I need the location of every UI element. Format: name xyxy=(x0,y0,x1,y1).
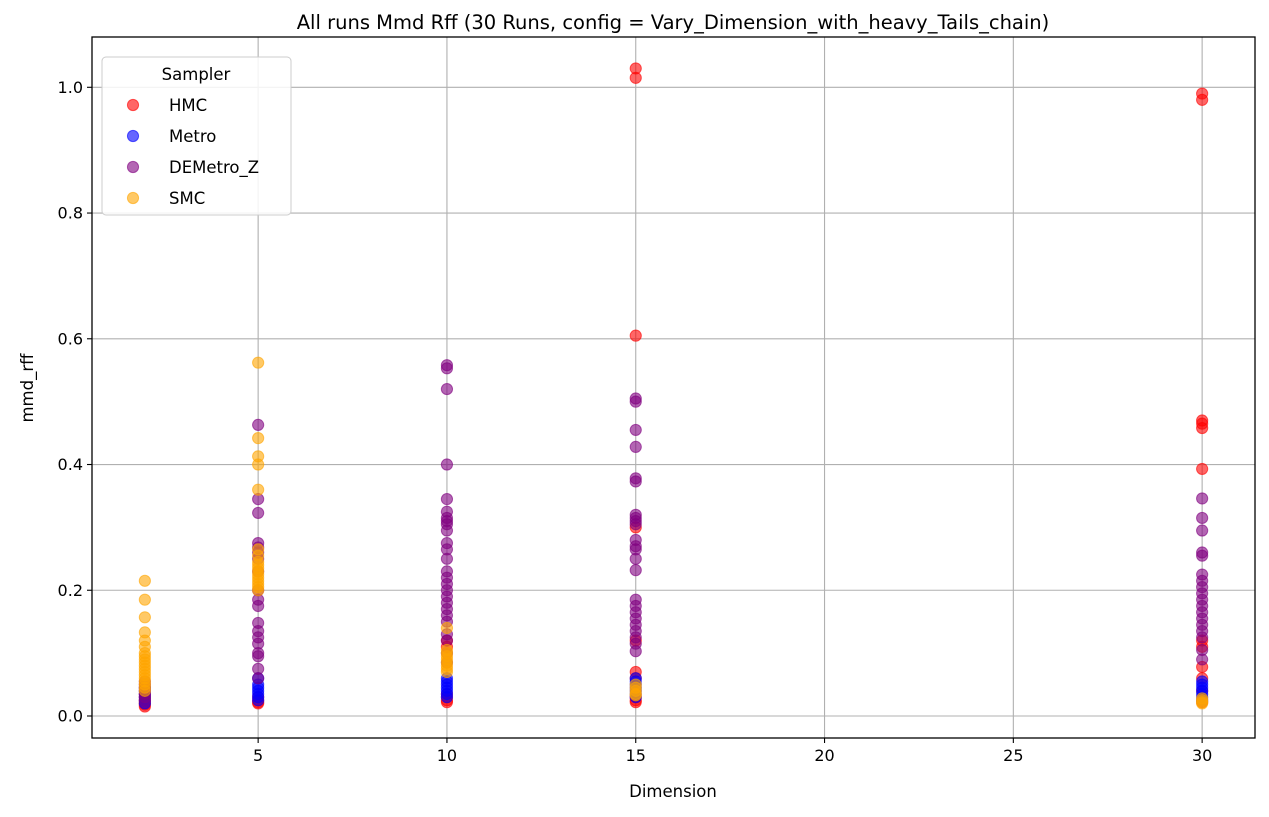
point-hmc xyxy=(1196,421,1209,435)
point-smc xyxy=(629,689,642,702)
axis-ticks: 5 10 15 20 25 30 0.0 0.2 0.4 0.6 0.8 1.0 xyxy=(58,78,1213,765)
legend-label: DEMetro_Z xyxy=(169,158,259,178)
point-smc xyxy=(252,432,265,445)
point-hmc xyxy=(1196,93,1209,106)
point-demetro-z xyxy=(1196,492,1209,505)
point-smc xyxy=(440,621,454,635)
legend-box xyxy=(101,56,292,216)
legend-marker xyxy=(126,98,140,112)
legend-marker xyxy=(126,191,140,205)
x-tick-label: 20 xyxy=(814,746,834,765)
y-axis-label: mmd_rff xyxy=(18,353,38,423)
y-tick-label: 0.0 xyxy=(58,706,83,725)
point-demetro-z xyxy=(252,672,265,685)
point-smc xyxy=(252,458,265,471)
legend-title: Sampler xyxy=(162,65,231,84)
point-demetro-z xyxy=(1196,653,1209,666)
point-demetro-z xyxy=(252,418,265,432)
y-tick-label: 1.0 xyxy=(58,78,83,97)
legend: Sampler HMC Metro DEMetro_Z SMC xyxy=(101,56,292,216)
point-demetro-z xyxy=(252,599,265,613)
x-tick-label: 5 xyxy=(253,746,263,765)
point-smc xyxy=(252,483,265,496)
point-demetro-z xyxy=(1196,511,1209,525)
x-tick-label: 15 xyxy=(626,746,646,765)
y-tick-label: 0.8 xyxy=(58,204,83,223)
point-demetro-z xyxy=(629,518,642,531)
legend-label: HMC xyxy=(169,96,207,115)
point-demetro-z xyxy=(252,650,265,663)
point-demetro-z xyxy=(440,382,454,396)
legend-label: SMC xyxy=(169,189,205,208)
x-axis-label: Dimension xyxy=(629,782,717,801)
y-tick-label: 0.4 xyxy=(58,455,83,474)
legend-marker xyxy=(126,129,140,143)
point-demetro-z xyxy=(440,552,454,565)
point-demetro-z xyxy=(629,645,642,658)
plot-frame xyxy=(91,36,1256,739)
point-smc xyxy=(252,356,265,369)
point-demetro-z xyxy=(629,440,642,454)
point-demetro-z xyxy=(1196,631,1209,644)
y-tick-label: 0.6 xyxy=(58,329,83,348)
data-points xyxy=(138,62,1209,713)
point-demetro-z xyxy=(629,423,642,437)
point-demetro-z xyxy=(629,395,642,408)
point-metro xyxy=(1196,675,1209,688)
point-hmc xyxy=(629,71,642,84)
x-tick-label: 10 xyxy=(437,746,457,765)
point-hmc xyxy=(1196,462,1209,476)
point-smc xyxy=(138,611,151,624)
point-demetro-z xyxy=(440,458,454,471)
y-tick-label: 0.2 xyxy=(58,581,83,600)
point-smc xyxy=(138,574,151,587)
point-demetro-z xyxy=(440,524,454,537)
point-demetro-z xyxy=(440,362,454,375)
legend-label: Metro xyxy=(169,127,216,146)
point-demetro-z xyxy=(440,492,454,506)
series-smc xyxy=(138,356,1209,710)
point-smc xyxy=(138,684,151,697)
point-demetro-z xyxy=(252,506,265,520)
point-demetro-z xyxy=(1196,524,1209,537)
point-demetro-z xyxy=(629,475,642,488)
chart-title: All runs Mmd Rff (30 Runs, config = Vary… xyxy=(297,11,1050,34)
x-tick-label: 30 xyxy=(1192,746,1212,765)
grid xyxy=(92,37,1255,738)
point-demetro-z xyxy=(629,552,642,565)
point-smc xyxy=(138,593,151,606)
point-demetro-z xyxy=(629,564,642,577)
point-smc xyxy=(1196,697,1209,710)
point-hmc xyxy=(629,329,642,342)
point-smc xyxy=(440,665,454,679)
point-smc xyxy=(252,584,265,597)
legend-entries: HMC Metro DEMetro_Z SMC xyxy=(126,96,259,208)
x-tick-label: 25 xyxy=(1003,746,1023,765)
legend-marker xyxy=(126,160,140,174)
point-demetro-z xyxy=(1196,549,1209,562)
